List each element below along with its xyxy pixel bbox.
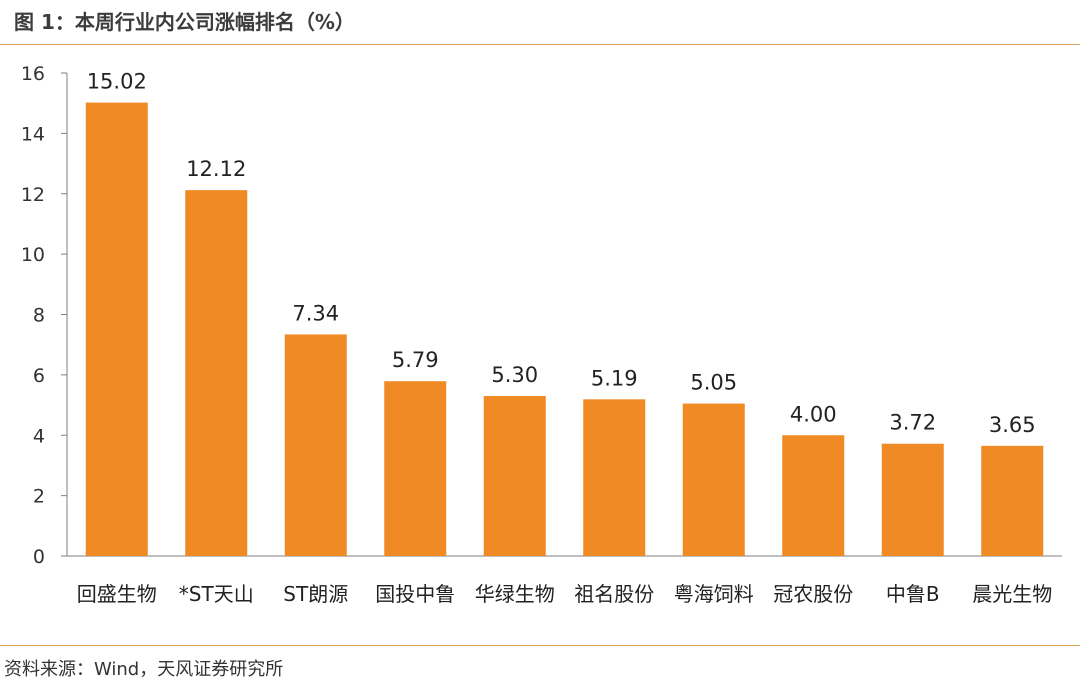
- category-label-8: 冠农股份: [773, 582, 853, 606]
- bar-6: [583, 399, 646, 556]
- chart-title: 图 1：本周行业内公司涨幅排名（%）: [14, 10, 355, 34]
- y-tick-label: 16: [21, 63, 45, 85]
- category-label-3: ST朗源: [283, 582, 348, 606]
- y-axis: 0 2 4 6 8 10 12 14 16: [21, 63, 1062, 568]
- value-label-7: 5.05: [690, 371, 737, 395]
- bar-7: [682, 403, 745, 556]
- y-tick-label: 0: [33, 546, 45, 568]
- category-label-6: 祖名股份: [574, 582, 654, 606]
- bar-5: [483, 396, 546, 556]
- value-label-4: 5.79: [392, 348, 439, 372]
- y-tick-label: 6: [33, 365, 45, 387]
- value-label-6: 5.19: [591, 366, 638, 390]
- bar-1: [85, 102, 148, 557]
- value-label-1: 15.02: [87, 70, 147, 94]
- category-label-4: 国投中鲁: [375, 582, 455, 606]
- bar-2: [185, 190, 248, 556]
- bottom-divider: [0, 645, 1080, 646]
- bar-10: [981, 445, 1044, 556]
- category-label-2: *ST天山: [179, 582, 254, 606]
- value-label-5: 5.30: [491, 363, 538, 387]
- category-label-7: 粤海饲料: [674, 582, 754, 606]
- y-tick-label: 4: [33, 425, 45, 447]
- bar-9: [881, 443, 944, 556]
- category-label-5: 华绿生物: [475, 582, 555, 606]
- y-tick-label: 10: [21, 244, 45, 266]
- y-tick-label: 2: [33, 486, 45, 508]
- y-tick-label: 12: [21, 184, 45, 206]
- source-note: 资料来源：Wind，天风证券研究所: [4, 659, 284, 680]
- y-tick-label: 8: [33, 305, 45, 327]
- value-label-9: 3.72: [889, 411, 936, 435]
- bar-4: [384, 381, 447, 556]
- category-label-1: 回盛生物: [77, 582, 157, 606]
- value-labels: 15.02 12.12 7.34 5.79 5.30 5.19 5.05 4.00 3.72 3.…: [87, 70, 1036, 437]
- bar-8: [782, 435, 845, 556]
- bars: [85, 102, 1044, 557]
- category-label-10: 晨光生物: [972, 582, 1052, 606]
- value-label-3: 7.34: [292, 301, 339, 325]
- x-axis-labels: 回盛生物 *ST天山 ST朗源 国投中鲁 华绿生物 祖名股份 粤海饲料 冠农股份 中鲁B 晨光生物: [77, 582, 1053, 606]
- value-label-2: 12.12: [186, 157, 246, 181]
- category-label-9: 中鲁B: [886, 582, 940, 606]
- value-label-8: 4.00: [790, 402, 837, 426]
- bar-3: [284, 334, 347, 556]
- bar-chart: 0 2 4 6 8 10 12 14 16 15.02 12.12 7.34 5.79 5.30 5.19…: [21, 63, 1062, 606]
- y-tick-label: 14: [21, 123, 45, 145]
- value-label-10: 3.65: [989, 413, 1036, 437]
- top-divider: [0, 44, 1080, 45]
